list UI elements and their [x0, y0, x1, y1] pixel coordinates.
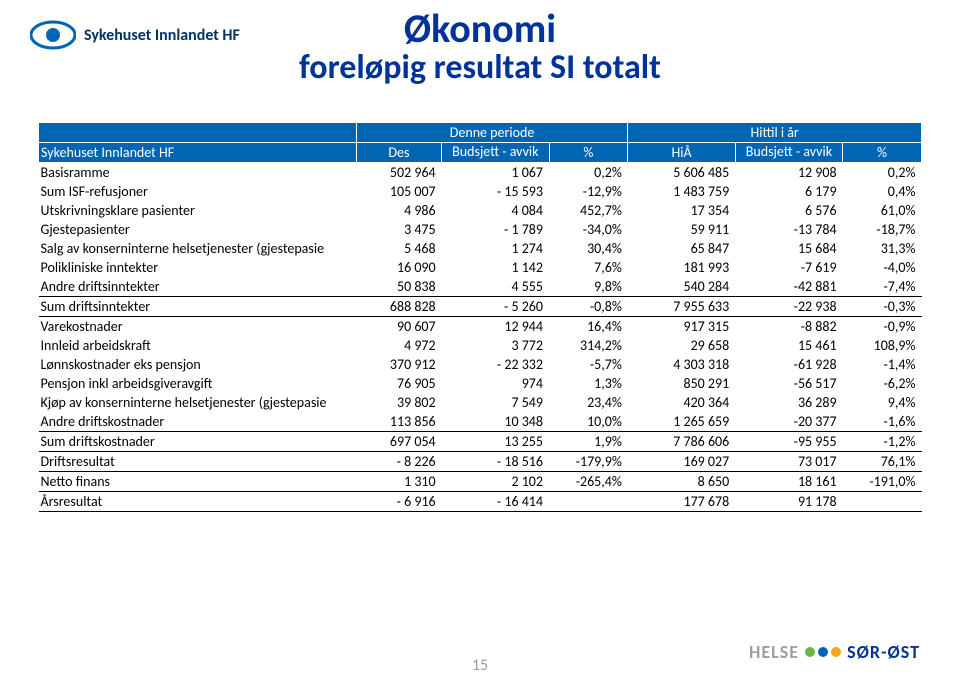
table-row: Kjøp av konserninterne helsetjenester (g… [39, 393, 922, 412]
table-row: Lønnskostnader eks pensjon370 912- 22 33… [39, 355, 922, 374]
title-sub: foreløpig resultat SI totalt [0, 50, 960, 86]
table-row: Gjestepasienter3 475- 1 789-34,0%59 911-… [39, 220, 922, 239]
finance-table: Denne periodeHittil i årSykehuset Innlan… [38, 122, 922, 512]
table-row: Andre driftskostnader113 85610 34810,0%1… [39, 412, 922, 432]
title-main: Økonomi [0, 8, 960, 50]
table-row: Andre driftsinntekter50 8384 5559,8%540 … [39, 277, 922, 297]
table-row: Sum driftsinntekter688 828- 5 260-0,8%7 … [39, 297, 922, 317]
table-row: Pensjon inkl arbeidsgiveravgift76 905974… [39, 374, 922, 393]
table-row: Årsresultat- 6 916- 16 414177 67891 178 [39, 492, 922, 512]
table-row: Salg av konserninterne helsetjenester (g… [39, 239, 922, 258]
table-row: Sum ISF-refusjoner105 007- 15 593-12,9%1… [39, 182, 922, 201]
table-row: Sum driftskostnader697 05413 2551,9%7 78… [39, 432, 922, 452]
title-block: Økonomi foreløpig resultat SI totalt [0, 8, 960, 86]
table-row: Driftsresultat- 8 226- 18 516-179,9%169 … [39, 452, 922, 472]
page-number: 15 [0, 656, 960, 675]
table-row: Varekostnader90 60712 94416,4%917 315-8 … [39, 317, 922, 337]
table-row: Utskrivningsklare pasienter4 9864 084452… [39, 201, 922, 220]
table-row: Netto finans1 3102 102-265,4%8 65018 161… [39, 472, 922, 492]
table-row: Innleid arbeidskraft4 9723 772314,2%29 6… [39, 336, 922, 355]
table-row: Basisramme502 9641 0670,2%5 606 48512 90… [39, 163, 922, 183]
table-row: Polikliniske inntekter16 0901 1427,6%181… [39, 258, 922, 277]
